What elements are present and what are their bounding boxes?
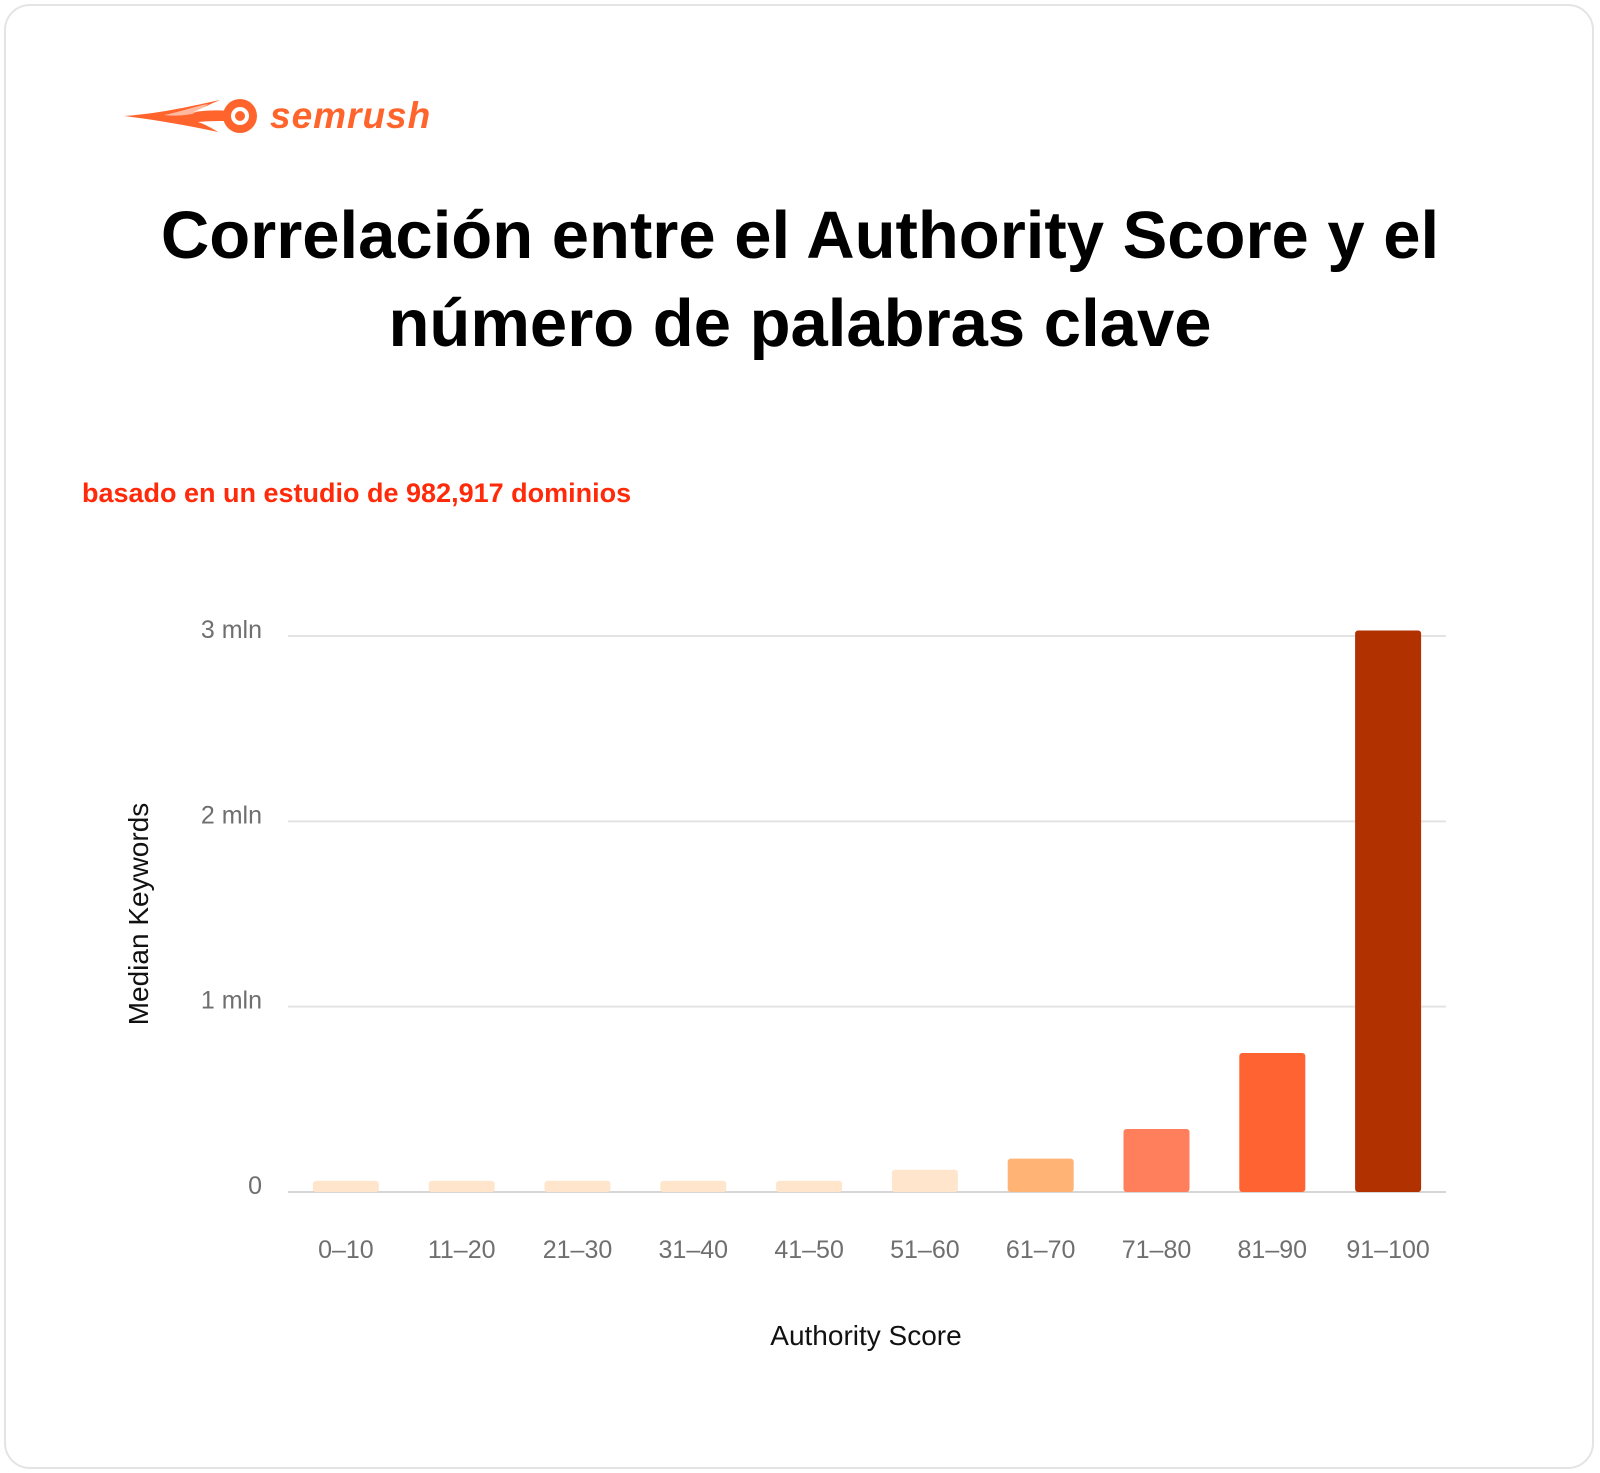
y-tick-label: 0 <box>248 1172 262 1200</box>
bar <box>1123 1128 1190 1192</box>
title-line-2: número de palabras clave <box>388 286 1212 361</box>
y-tick-label: 1 mln <box>201 987 262 1015</box>
y-axis-ticks: 0 1 mln 2 mln 3 mln <box>201 616 262 1200</box>
bar <box>891 1169 958 1192</box>
y-tick-label: 2 mln <box>201 801 262 829</box>
x-tick-label: 61–70 <box>1006 1236 1076 1264</box>
x-tick-label: 41–50 <box>774 1236 844 1264</box>
y-tick-label: 3 mln <box>201 616 262 644</box>
x-tick-label: 11–20 <box>428 1236 496 1264</box>
x-axis-label: Authority Score <box>770 1320 961 1351</box>
page-title: Correlación entre el Authority Score y e… <box>60 192 1540 368</box>
bar <box>544 1180 611 1192</box>
bar <box>776 1180 843 1192</box>
bar <box>312 1180 379 1192</box>
x-axis-ticks: 0–10 11–20 21–30 31–40 41–50 51–60 61–70 71–80 8… <box>318 1236 1430 1264</box>
x-tick-label: 51–60 <box>890 1236 960 1264</box>
x-tick-label: 0–10 <box>318 1236 374 1264</box>
x-tick-label: 91–100 <box>1346 1236 1429 1264</box>
bar <box>1355 630 1422 1192</box>
bar <box>428 1180 495 1192</box>
chart-card <box>4 4 1594 1469</box>
bar <box>660 1180 727 1192</box>
title-line-1: Correlación entre el Authority Score y e… <box>160 198 1440 273</box>
x-tick-label: 21–30 <box>543 1236 613 1264</box>
bar <box>1007 1158 1074 1192</box>
chart-subtitle: basado en un estudio de 982,917 dominios <box>82 478 632 508</box>
x-tick-label: 31–40 <box>659 1236 729 1264</box>
semrush-logo: semrush <box>124 94 431 138</box>
x-tick-label: 81–90 <box>1238 1236 1308 1264</box>
y-axis-label: Median Keywords <box>123 803 154 1026</box>
fireball-icon <box>124 99 257 133</box>
bars <box>312 630 1422 1192</box>
brand-name: semrush <box>270 95 432 136</box>
bar <box>1239 1053 1306 1192</box>
x-tick-label: 71–80 <box>1122 1236 1192 1264</box>
